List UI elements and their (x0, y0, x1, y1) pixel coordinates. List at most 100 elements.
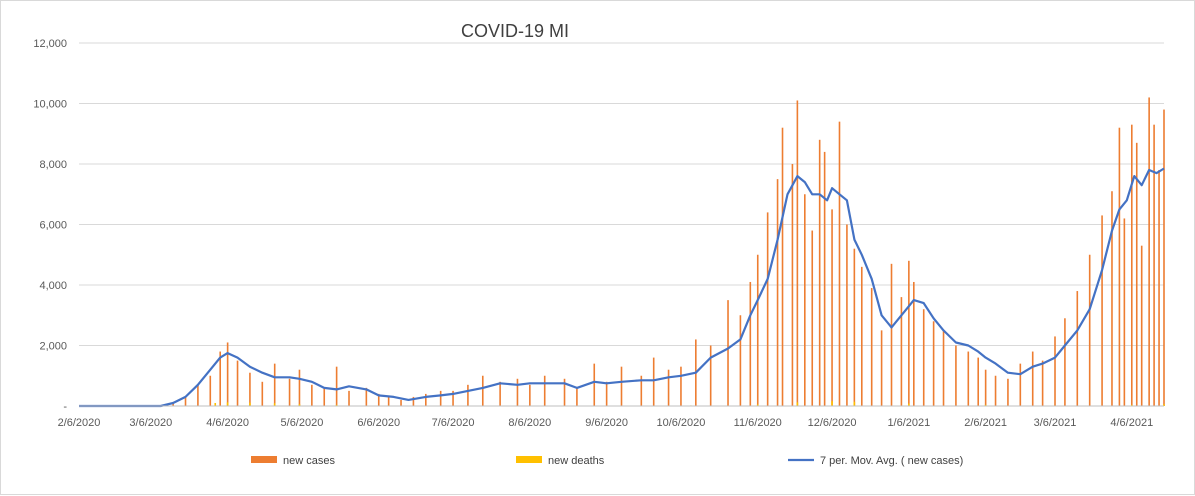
legend-label: 7 per. Mov. Avg. ( new cases) (820, 455, 963, 467)
y-tick-label: 4,000 (39, 280, 67, 292)
bar-new-cases (323, 388, 325, 406)
bar-new-cases (995, 376, 997, 406)
bar-new-cases (710, 346, 712, 407)
bar-new-deaths (831, 401, 833, 406)
bar-new-cases (811, 231, 813, 406)
x-tick-label: 8/6/2020 (508, 417, 551, 429)
bar-new-cases (440, 391, 442, 406)
bar-new-deaths (854, 402, 856, 406)
bar-new-cases (891, 264, 893, 406)
bar-new-cases (908, 261, 910, 406)
series-new-deaths (185, 401, 1165, 406)
bar-new-cases (311, 385, 313, 406)
bar-new-cases (943, 330, 945, 406)
y-tick-label: 8,000 (39, 159, 67, 171)
bar-new-cases (757, 255, 759, 406)
bar-new-cases (1163, 110, 1165, 406)
bar-new-cases (804, 194, 806, 406)
bar-new-cases (861, 267, 863, 406)
x-tick-label: 3/6/2020 (129, 417, 172, 429)
bar-new-cases (680, 367, 682, 406)
series-new-cases (172, 97, 1164, 406)
bar-new-cases (593, 364, 595, 406)
bar-new-cases (668, 370, 670, 406)
x-tick-label: 2/6/2021 (964, 417, 1007, 429)
bar-new-cases (529, 385, 531, 406)
bar-new-cases (955, 346, 957, 407)
bar-new-cases (237, 361, 239, 406)
bar-new-cases (977, 358, 979, 406)
bar-new-cases (782, 128, 784, 406)
bar-new-cases (968, 352, 970, 406)
x-tick-label: 2/6/2020 (58, 417, 101, 429)
bar-new-cases (1141, 246, 1143, 406)
x-tick-label: 10/6/2020 (656, 417, 705, 429)
bar-new-cases (1136, 143, 1138, 406)
bar-new-cases (1089, 255, 1091, 406)
legend-swatch (251, 456, 277, 463)
x-tick-label: 1/6/2021 (887, 417, 930, 429)
bar-new-cases (740, 315, 742, 406)
gridlines (79, 43, 1164, 406)
x-tick-label: 7/6/2020 (432, 417, 475, 429)
bar-new-cases (1153, 125, 1155, 406)
bar-new-cases (289, 379, 291, 406)
bar-new-cases (881, 330, 883, 406)
bar-new-deaths (797, 402, 799, 406)
x-tick-label: 9/6/2020 (585, 417, 628, 429)
bar-new-cases (1054, 336, 1056, 406)
bar-new-cases (846, 225, 848, 407)
bar-new-cases (467, 385, 469, 406)
x-tick-label: 4/6/2020 (206, 417, 249, 429)
bar-new-cases (1119, 128, 1121, 406)
bar-new-cases (824, 152, 826, 406)
bar-new-cases (544, 376, 546, 406)
bar-new-cases (777, 179, 779, 406)
legend-swatch (516, 456, 542, 463)
bar-new-cases (1131, 125, 1133, 406)
y-tick-label: - (63, 401, 67, 413)
bar-new-cases (1020, 364, 1022, 406)
bar-new-cases (727, 300, 729, 406)
y-tick-label: 2,000 (39, 341, 67, 353)
x-tick-label: 3/6/2021 (1034, 417, 1077, 429)
bar-new-cases (1148, 97, 1150, 406)
bar-new-cases (767, 212, 769, 406)
bar-new-cases (274, 364, 276, 406)
x-tick-label: 4/6/2021 (1110, 417, 1153, 429)
bar-new-cases (1111, 191, 1113, 406)
bar-new-cases (249, 373, 251, 406)
bar-new-cases (792, 164, 794, 406)
bar-new-cases (262, 382, 264, 406)
bar-new-cases (854, 249, 856, 406)
bar-new-cases (336, 367, 338, 406)
bar-new-cases (388, 397, 390, 406)
bar-new-cases (750, 282, 752, 406)
legend-label: new deaths (548, 455, 605, 467)
bar-new-cases (425, 394, 427, 406)
x-tick-label: 12/6/2020 (808, 417, 857, 429)
bar-new-cases (1007, 379, 1009, 406)
bar-new-cases (653, 358, 655, 406)
bar-new-deaths (227, 402, 229, 406)
bar-new-cases (197, 385, 199, 406)
bar-new-cases (348, 391, 350, 406)
bar-new-cases (1124, 218, 1126, 406)
bar-new-cases (985, 370, 987, 406)
x-tick-label: 5/6/2020 (281, 417, 324, 429)
legend-label: new cases (283, 455, 335, 467)
bar-new-cases (819, 140, 821, 406)
bar-new-cases (839, 122, 841, 406)
bar-new-cases (871, 288, 873, 406)
bar-new-cases (933, 321, 935, 406)
bar-new-cases (1101, 215, 1103, 406)
bar-new-cases (209, 376, 211, 406)
y-tick-label: 6,000 (39, 220, 67, 232)
bar-new-cases (831, 209, 833, 406)
bar-new-cases (482, 376, 484, 406)
bar-new-cases (606, 382, 608, 406)
